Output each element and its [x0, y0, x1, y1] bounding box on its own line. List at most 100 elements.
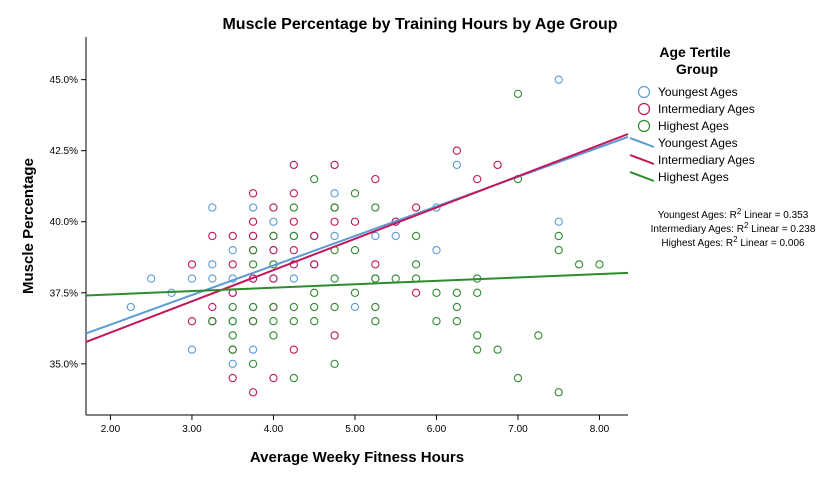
- point-series-2: [411, 231, 421, 241]
- point-series-2: [228, 302, 237, 312]
- fit-line-series-1: [85, 133, 629, 343]
- legend-label: Intermediary Ages: [658, 153, 755, 167]
- point-series-2: [208, 317, 217, 326]
- point-series-1: [269, 203, 278, 212]
- point-series-2: [310, 302, 319, 312]
- point-series-1: [411, 203, 421, 212]
- point-series-0: [452, 160, 461, 170]
- point-series-2: [248, 359, 258, 368]
- fit-annotation-2: Highest Ages: R2 Linear = 0.006: [661, 235, 805, 249]
- point-series-2: [473, 345, 482, 354]
- point-series-0: [147, 274, 156, 283]
- y-tick-label: 35.0%: [50, 359, 78, 370]
- point-series-1: [269, 274, 278, 283]
- point-series-2: [595, 260, 604, 269]
- y-axis-label: Muscle Percentage: [20, 158, 37, 294]
- point-series-0: [371, 231, 380, 241]
- point-series-2: [289, 373, 298, 383]
- point-series-0: [554, 217, 563, 226]
- point-series-2: [269, 231, 278, 241]
- point-series-2: [534, 331, 543, 340]
- legend: Age Tertile Group Youngest Ages Intermedi…: [629, 44, 755, 184]
- point-series-2: [350, 189, 360, 198]
- point-series-2: [513, 89, 523, 98]
- point-series-1: [371, 260, 380, 269]
- point-series-2: [310, 174, 319, 184]
- point-series-1: [269, 246, 278, 255]
- point-series-1: [493, 160, 502, 170]
- point-series-2: [473, 331, 482, 340]
- point-series-1: [248, 217, 258, 226]
- point-series-2: [371, 317, 380, 326]
- point-series-1: [411, 288, 421, 297]
- legend-line-1: [629, 154, 655, 165]
- point-series-0: [228, 359, 237, 368]
- y-tick-label: 45.0%: [50, 75, 78, 86]
- point-series-2: [371, 302, 380, 312]
- y-tick-label: 40.0%: [50, 217, 78, 228]
- point-series-2: [473, 288, 482, 297]
- point-series-1: [310, 260, 319, 269]
- x-tick-label: 6.00: [427, 424, 447, 435]
- point-series-1: [310, 231, 319, 241]
- point-series-2: [289, 231, 298, 241]
- point-series-2: [310, 317, 319, 326]
- point-series-1: [228, 260, 237, 269]
- point-series-2: [350, 246, 360, 255]
- x-tick-label: 8.00: [590, 424, 610, 435]
- point-series-2: [411, 260, 421, 269]
- point-series-1: [228, 373, 237, 383]
- point-series-0: [187, 274, 197, 283]
- point-series-1: [289, 189, 298, 198]
- point-series-2: [350, 288, 360, 297]
- point-series-2: [248, 317, 258, 326]
- point-series-2: [452, 317, 461, 326]
- point-series-2: [432, 317, 441, 326]
- chart-title: Muscle Percentage by Training Hours by A…: [222, 16, 617, 33]
- y-axis-ticks: 35.0% 37.5% 40.0% 42.5% 45.0%: [50, 75, 86, 370]
- point-series-1: [248, 231, 258, 241]
- point-series-2: [330, 359, 339, 368]
- legend-line-0: [629, 137, 655, 148]
- point-series-1: [248, 388, 258, 397]
- point-series-1: [330, 331, 339, 340]
- point-series-2: [289, 317, 298, 326]
- legend-title: Age Tertile Group: [659, 44, 734, 77]
- point-series-1: [330, 160, 339, 170]
- legend-line-2: [629, 171, 655, 182]
- point-series-1: [187, 317, 197, 326]
- y-tick-label: 42.5%: [50, 146, 78, 157]
- plot-area: 35.0% 37.5% 40.0% 42.5% 45.0% 2.00 3.00 4.00 5.…: [50, 37, 629, 435]
- point-series-2: [493, 345, 502, 354]
- point-series-1: [269, 373, 278, 383]
- point-series-0: [208, 260, 217, 269]
- x-tick-label: 2.00: [101, 424, 121, 435]
- point-series-2: [574, 260, 584, 269]
- point-series-2: [289, 203, 298, 212]
- point-series-2: [554, 388, 563, 397]
- point-series-0: [330, 189, 339, 198]
- point-series-2: [432, 288, 441, 297]
- point-series-2: [513, 373, 523, 383]
- x-tick-label: 4.00: [264, 424, 284, 435]
- legend-title-line-1: Age Tertile: [659, 44, 731, 60]
- point-series-1: [208, 231, 217, 241]
- point-series-1: [350, 217, 360, 226]
- point-series-2: [269, 331, 278, 340]
- point-series-0: [554, 75, 563, 84]
- point-series-2: [269, 302, 278, 312]
- point-series-0: [350, 302, 360, 312]
- point-series-2: [371, 274, 380, 283]
- legend-marker-1: [637, 102, 651, 116]
- point-series-1: [371, 174, 380, 184]
- legend-label: Intermediary Ages: [658, 102, 755, 116]
- point-series-2: [310, 288, 319, 297]
- point-series-2: [452, 302, 461, 312]
- point-series-2: [554, 246, 563, 255]
- legend-title-line-2: Group: [676, 61, 718, 77]
- point-series-0: [187, 345, 197, 354]
- point-series-2: [228, 331, 237, 340]
- x-axis-label: Average Weeky Fitness Hours: [250, 449, 464, 466]
- point-series-2: [269, 317, 278, 326]
